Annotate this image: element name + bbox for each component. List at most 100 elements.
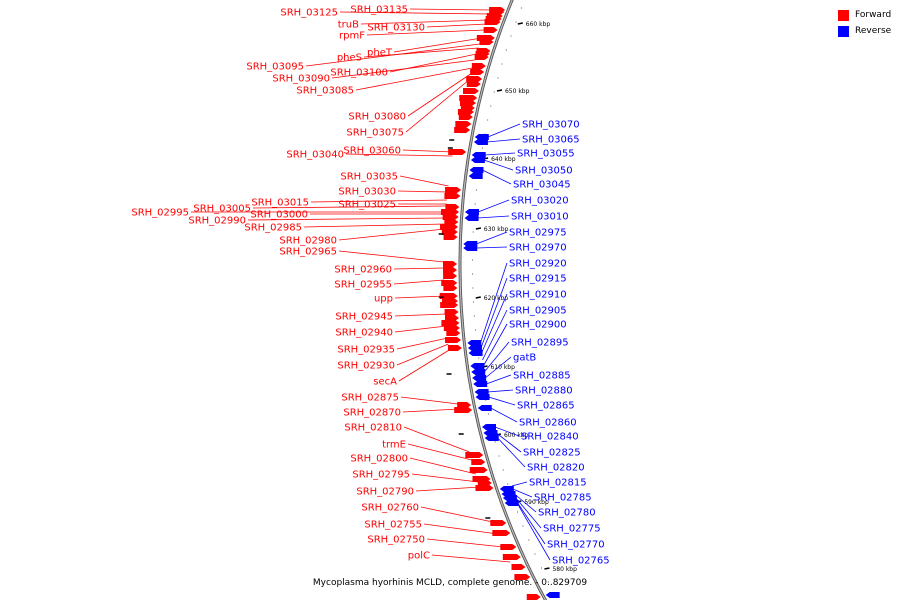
reverse-gene-label: SRH_03010 <box>511 212 569 223</box>
forward-gene-label: SRH_02955 <box>334 280 392 291</box>
reverse-leader-line <box>476 231 508 245</box>
forward-gene <box>511 564 526 570</box>
forward-gene <box>465 452 484 458</box>
reverse-gene <box>467 340 482 346</box>
forward-leader-line <box>396 337 448 350</box>
forward-leader-line <box>411 473 479 483</box>
forward-gene-label: SRH_02945 <box>335 312 393 323</box>
forward-gene <box>462 88 479 94</box>
forward-leader-line <box>363 47 479 58</box>
forward-gene-label: SRH_03125 <box>280 8 338 19</box>
reverse-leader-line <box>484 356 512 379</box>
backbone-arc-highlight <box>459 0 549 604</box>
forward-leader-line <box>338 228 445 241</box>
reverse-leader-line <box>518 505 551 561</box>
forward-gene-label: SRH_03085 <box>296 86 354 97</box>
reverse-gene-label: SRH_02920 <box>509 259 567 270</box>
reverse-leader-line <box>476 246 508 249</box>
reverse-leader-line <box>497 437 526 468</box>
forward-leader-line <box>409 457 477 475</box>
forward-leader-line <box>394 313 446 317</box>
forward-leader-line <box>394 295 445 299</box>
reverse-gene <box>464 215 479 221</box>
forward-gene-label: polC <box>408 551 430 562</box>
forward-leader-line <box>405 79 470 133</box>
reverse-gene <box>470 363 485 369</box>
ruler-label: 630 kbp <box>484 226 509 233</box>
forward-gene <box>444 193 461 199</box>
forward-gene <box>444 309 459 315</box>
ruler-label: 620 kbp <box>484 295 509 302</box>
reverse-leader-line <box>483 159 514 171</box>
forward-gene-label: SRH_02985 <box>244 223 302 234</box>
reverse-gene <box>504 500 519 506</box>
forward-gene-label: pheT <box>367 48 393 59</box>
forward-leader-line <box>247 217 446 221</box>
forward-gene-label: SRH_02760 <box>361 503 419 514</box>
reverse-gene-label: SRH_02910 <box>509 290 567 301</box>
forward-gene <box>440 224 459 230</box>
reverse-gene <box>469 167 484 173</box>
forward-gene-label: SRH_03075 <box>346 128 404 139</box>
ruler-label: 660 kbp <box>526 21 551 28</box>
forward-leader-line <box>420 506 493 523</box>
reverse-gene <box>474 134 489 140</box>
forward-gene <box>455 121 472 127</box>
forward-leader-line <box>331 59 475 79</box>
forward-gene-label: pheS <box>337 53 362 64</box>
forward-gene-label: SRH_03130 <box>367 23 425 34</box>
forward-gene <box>443 267 458 273</box>
reverse-leader-line <box>512 488 533 498</box>
forward-gene <box>454 127 471 133</box>
forward-gene <box>446 330 461 336</box>
forward-leader-line <box>303 223 446 228</box>
forward-leader-line <box>407 73 471 117</box>
reverse-gene-label: SRH_02905 <box>509 306 567 317</box>
forward-gene <box>470 69 485 75</box>
forward-gene <box>459 95 478 101</box>
ruler-label: 640 kbp <box>491 156 516 163</box>
forward-gene-label: SRH_02980 <box>279 236 337 247</box>
forward-leader-line <box>360 19 489 25</box>
forward-gene-label: SRH_03025 <box>338 200 396 211</box>
ruler-label: 600 kbp <box>504 432 529 439</box>
legend-reverse-label: Reverse <box>855 26 892 36</box>
reverse-gene <box>474 389 489 395</box>
forward-gene-label: SRH_02960 <box>334 265 392 276</box>
reverse-gene-label: SRH_02825 <box>523 448 581 459</box>
forward-gene <box>441 280 458 286</box>
forward-gene <box>445 315 460 321</box>
reverse-gene-label: SRH_02780 <box>538 508 596 519</box>
forward-gene <box>447 345 462 351</box>
forward-gene <box>445 187 462 193</box>
forward-gene <box>441 320 460 326</box>
reverse-gene <box>483 430 498 436</box>
forward-leader-line <box>423 523 498 535</box>
ruler-label: 650 kbp <box>505 88 530 95</box>
reverse-gene-label: SRH_02880 <box>515 386 573 397</box>
reverse-gene-label: SRH_03050 <box>515 166 573 177</box>
reverse-leader-line <box>514 493 537 513</box>
forward-leader-line <box>252 205 447 209</box>
reverse-gene-label: SRH_03055 <box>517 149 575 160</box>
legend-forward-label: Forward <box>855 10 892 20</box>
reverse-gene <box>477 405 492 411</box>
forward-leader-line <box>393 37 482 53</box>
reverse-gene-label: SRH_03020 <box>511 196 569 207</box>
forward-gene-label: SRH_02930 <box>337 361 395 372</box>
forward-gene <box>514 574 531 580</box>
reverse-leader-line <box>515 497 542 529</box>
forward-gene-label: SRH_03060 <box>343 146 401 157</box>
forward-leader-line <box>402 408 459 413</box>
forward-gene-label: SRH_02795 <box>352 470 410 481</box>
ruler-tick <box>475 296 481 299</box>
forward-leader-line <box>394 325 447 333</box>
forward-gene-label: SRH_03030 <box>338 187 396 198</box>
forward-gene <box>466 81 481 87</box>
forward-leader-line <box>393 267 445 270</box>
reverse-leader-line <box>483 341 510 373</box>
forward-gene <box>454 407 473 413</box>
forward-leader-line <box>338 250 445 263</box>
reverse-gene <box>471 152 486 158</box>
forward-gene-label: SRH_02990 <box>188 216 246 227</box>
